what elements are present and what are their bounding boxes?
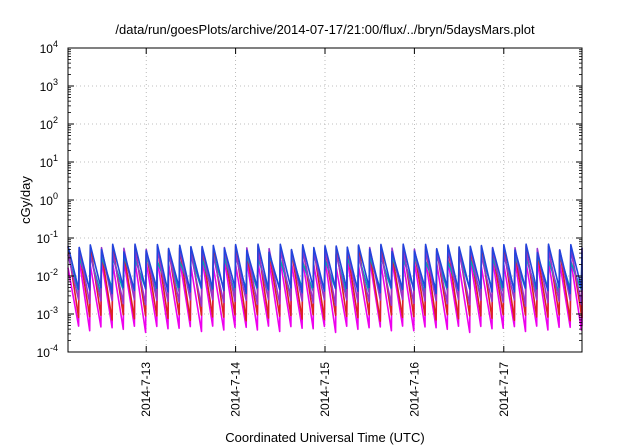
axis-ticks: 10-4 10-3 10-2 10-1 100 101 102 103 104 2014-7-13… bbox=[37, 39, 582, 417]
x-tick-label: 2014-7-17 bbox=[497, 362, 511, 417]
x-tick-label: 2014-7-16 bbox=[407, 362, 421, 417]
x-axis-title: Coordinated Universal Time (UTC) bbox=[225, 430, 424, 445]
y-tick-label: 10-2 bbox=[37, 267, 58, 284]
y-tick-label: 10-1 bbox=[37, 229, 58, 246]
series-line bbox=[67, 243, 583, 295]
y-tick-label: 101 bbox=[40, 153, 58, 170]
y-tick-label: 100 bbox=[40, 191, 58, 208]
y-tick-label: 102 bbox=[40, 115, 58, 132]
chart-title: /data/run/goesPlots/archive/2014-07-17/2… bbox=[115, 22, 535, 37]
y-tick-label: 10-4 bbox=[37, 343, 58, 360]
data-series bbox=[67, 243, 583, 334]
y-axis-title: cGy/day bbox=[18, 176, 33, 224]
x-tick-label: 2014-7-14 bbox=[229, 362, 243, 417]
x-tick-label: 2014-7-15 bbox=[318, 362, 332, 417]
y-tick-label: 104 bbox=[40, 39, 58, 56]
y-tick-label: 103 bbox=[40, 77, 58, 94]
y-tick-label: 10-3 bbox=[37, 305, 58, 322]
x-tick-label: 2014-7-13 bbox=[139, 362, 153, 417]
